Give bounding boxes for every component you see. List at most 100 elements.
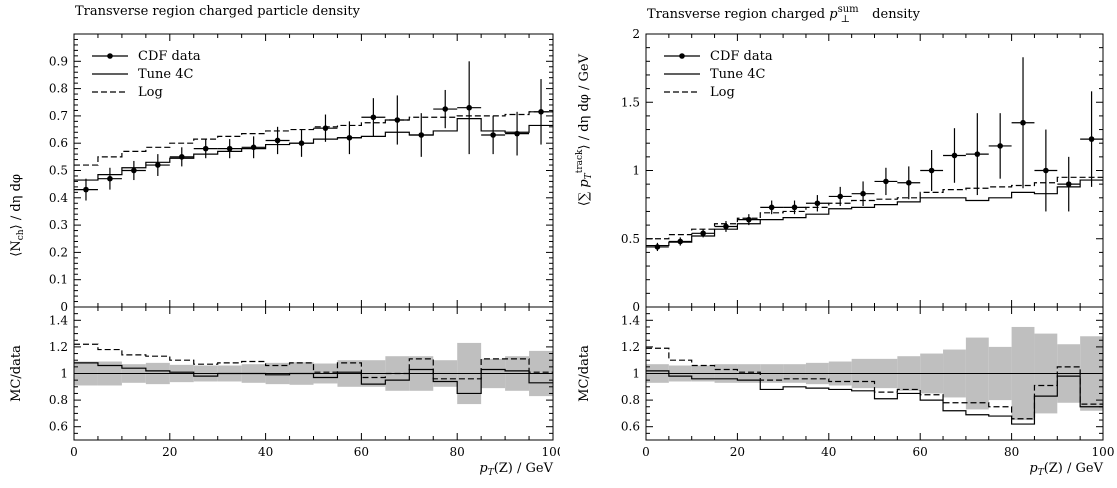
data-point (322, 125, 329, 131)
legend-label-log: Log (710, 85, 735, 100)
data-point (1020, 119, 1026, 126)
chart-panel-particle-density: Transverse region charged particle densi… (0, 0, 564, 484)
legend-data-marker (679, 53, 685, 59)
data-point (131, 167, 137, 174)
data-point (654, 244, 661, 250)
y-tick-label: 0.9 (49, 54, 68, 68)
data-point (951, 152, 958, 159)
data-point (928, 167, 935, 174)
data-point (370, 114, 377, 121)
data-point (274, 137, 281, 144)
ratio-y-axis-label: MC/data (577, 345, 592, 402)
ratio-y-tick-label: 1.4 (621, 313, 640, 327)
y-axis-label: ⟨∑ pTtrack⟩ / dη dφ / GeV (575, 53, 594, 206)
x-tick-label: 60 (354, 445, 369, 459)
x-tick-label: 100 (1092, 445, 1115, 459)
data-point (298, 140, 305, 146)
data-point (677, 238, 684, 245)
y-tick-label: 0.1 (49, 273, 68, 287)
data-point (394, 117, 401, 123)
ratio-y-tick-label: 1.2 (49, 340, 68, 354)
data-point (490, 132, 496, 138)
data-point (466, 104, 472, 111)
y-tick-label: 0.6 (49, 136, 68, 150)
x-tick-label: 0 (642, 445, 650, 459)
data-point (997, 143, 1003, 149)
legend-data-marker (107, 53, 113, 59)
x-tick-label: 80 (450, 445, 465, 459)
data-point (1088, 136, 1095, 142)
data-point (178, 154, 185, 160)
chart-panel-psum-density: Transverse region charged psum⊥ density … (563, 0, 1117, 484)
y-tick-label: 0 (60, 300, 68, 314)
ratio-y-tick-label: 1.4 (49, 313, 68, 327)
y-tick-label: 0.2 (49, 245, 68, 259)
data-points (646, 57, 1103, 252)
legend-label-data: CDF data (138, 49, 201, 64)
data-point (226, 145, 233, 152)
ratio-tune4c-line (74, 362, 553, 395)
data-point (107, 175, 113, 182)
data-point (768, 204, 775, 211)
data-point (814, 200, 821, 207)
data-point (250, 144, 257, 151)
x-tick-label: 60 (913, 445, 928, 459)
x-axis-label: pT(Z) / GeV (479, 461, 553, 478)
y-tick-label: 0.7 (49, 109, 68, 123)
ratio-log-line (646, 347, 1103, 420)
ratio-y-tick-label: 0.6 (621, 420, 640, 434)
data-point (1065, 181, 1072, 187)
series-log-line (646, 176, 1103, 240)
data-points (74, 61, 553, 201)
data-point (514, 130, 520, 137)
y-axis-label: ⟨Nch⟩ / dη dφ (9, 174, 26, 257)
ratio-tune4c-line (646, 370, 1103, 425)
y-tick-label: 0.3 (49, 218, 68, 232)
data-point (905, 179, 912, 186)
chart-svg-psum-density: 0 20 40 60 80 100 0 0.5 1 1.5 2 0.6 0.8 1 1.2 1.4 pT(Z) … (575, 27, 1115, 478)
chart-svg-particle-density: 0 20 40 60 80 100 0 0.1 0.2 0.3 0.4 0.5 0.6 0.7 0.8 0.9… (9, 33, 564, 478)
data-point (837, 193, 844, 200)
data-point (346, 134, 353, 141)
data-point (1043, 167, 1049, 174)
ratio-y-tick-label: 1.2 (621, 340, 640, 354)
legend-label-tune4c: Tune 4C (138, 67, 194, 82)
legend: CDF data Tune 4C Log (92, 49, 201, 100)
chart-title: Transverse region charged psum⊥ density (647, 4, 920, 25)
data-point (442, 106, 449, 112)
data-point (974, 151, 981, 157)
chart-title: Transverse region charged particle densi… (75, 4, 360, 19)
x-axis-label: pT(Z) / GeV (1029, 461, 1103, 478)
data-point (883, 178, 889, 185)
data-point (155, 162, 161, 168)
ratio-y-tick-label: 0.6 (49, 420, 68, 434)
data-point (538, 109, 544, 115)
ratio-y-tick-label: 0.8 (49, 393, 68, 407)
y-tick-label: 2 (632, 27, 640, 41)
data-point (83, 186, 89, 193)
ratio-y-tick-label: 1 (632, 367, 640, 381)
legend-label-data: CDF data (710, 49, 773, 64)
data-point (700, 230, 706, 237)
y-tick-label: 0.4 (49, 191, 68, 205)
y-tick-label: 0.5 (621, 232, 640, 246)
legend: CDF data Tune 4C Log (664, 49, 773, 100)
legend-label-tune4c: Tune 4C (710, 67, 766, 82)
ratio-y-tick-label: 0.8 (621, 393, 640, 407)
data-point (791, 204, 798, 211)
y-tick-label: 0.8 (49, 82, 68, 96)
y-tick-label: 1.5 (621, 95, 640, 109)
x-tick-label: 100 (542, 445, 560, 459)
data-point (418, 132, 425, 138)
x-tick-label: 40 (821, 445, 836, 459)
data-point (860, 190, 866, 197)
data-point (202, 145, 209, 152)
x-tick-label: 80 (1004, 445, 1019, 459)
x-tick-label: 0 (70, 445, 78, 459)
data-point (746, 216, 752, 223)
y-tick-label: 0 (632, 300, 640, 314)
y-tick-label: 0.5 (49, 164, 68, 178)
legend-label-log: Log (138, 85, 163, 100)
ratio-y-axis-label: MC/data (9, 345, 24, 402)
ratio-log-line (74, 343, 553, 380)
